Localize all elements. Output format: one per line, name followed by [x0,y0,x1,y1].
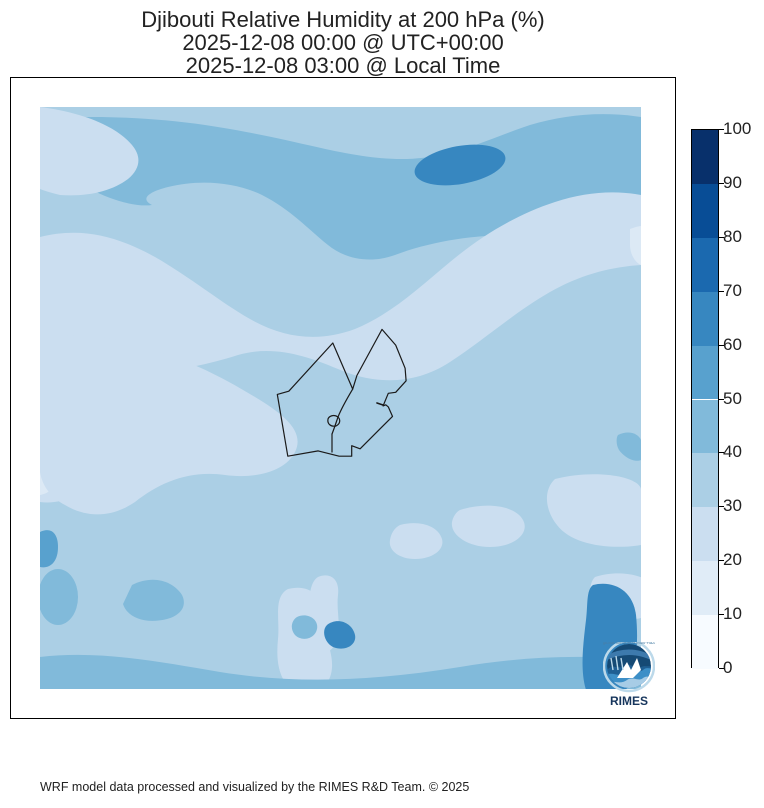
svg-text:RIMES: RIMES [610,694,648,708]
